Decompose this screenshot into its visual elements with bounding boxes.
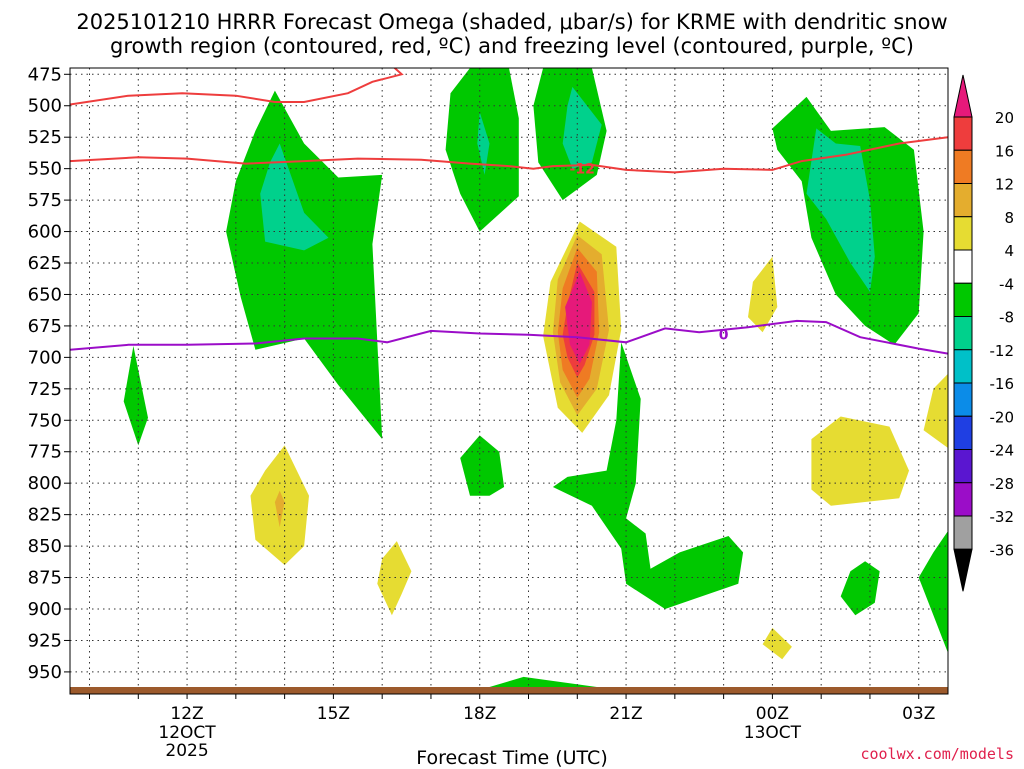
- yellow-blob-right-bottom: [762, 627, 792, 660]
- yellow-blob-right-mid: [811, 416, 909, 506]
- colorbar: 20 16 12 8 4 -4 -8 -12 -16 -20 -24 -28 -32 -36: [953, 74, 1015, 592]
- y-tick-label-550: 550: [28, 159, 62, 180]
- x-tick-label-15Z: 15Z: [317, 704, 350, 724]
- colorbar-label-7: -12: [990, 342, 1015, 360]
- y-tick-label-700: 700: [28, 347, 62, 368]
- green-blob-left-upper: [226, 90, 383, 440]
- plot-frame: [69, 67, 949, 695]
- colorbar-band-2: [953, 183, 973, 218]
- y-axis: 475 500 525 550 575 600 625 650 675 700 725 750 775 8…: [28, 64, 70, 683]
- y-tick-label-925: 925: [28, 630, 62, 651]
- y-tick-label-950: 950: [28, 662, 62, 683]
- yellow-blob-left-small: [377, 541, 412, 616]
- colorbar-band-4: [953, 249, 973, 284]
- x-tick-sub1-00Z: 13OCT: [744, 723, 802, 743]
- colorbar-band-12: [953, 515, 973, 550]
- contour-lines: -12 0: [70, 68, 948, 355]
- colorbar-band-7: [953, 349, 973, 384]
- y-tick-label-575: 575: [28, 190, 62, 211]
- y-tick-label-625: 625: [28, 253, 62, 274]
- x-tick-sub2-12Z: 2025: [165, 741, 208, 761]
- colorbar-label-2: 12: [995, 176, 1014, 194]
- colorbar-band-0: [953, 116, 973, 151]
- colorbar-band-6: [953, 316, 973, 351]
- x-tick-label-12Z: 12Z: [170, 704, 203, 724]
- colorbar-top-arrow: [953, 74, 973, 118]
- green-blob-bottom-center: [489, 676, 597, 687]
- y-tick-label-650: 650: [28, 284, 62, 305]
- colorbar-label-3: 8: [1004, 209, 1014, 227]
- y-tick-label-675: 675: [28, 316, 62, 337]
- colorbar-band-3: [953, 216, 973, 251]
- teal-blob-left-upper: [260, 143, 329, 251]
- x-tick-label-18Z: 18Z: [463, 704, 496, 724]
- teal-blob-center-top: [477, 112, 490, 175]
- y-tick-label-850: 850: [28, 536, 62, 557]
- green-blob-center-arm: [552, 342, 744, 609]
- freezing-level-contour: [70, 319, 948, 355]
- colorbar-label-0: 20: [995, 109, 1014, 127]
- y-tick-label-800: 800: [28, 473, 62, 494]
- x-tick-label-00Z: 00Z: [756, 704, 789, 724]
- dgz-top-contour: [70, 68, 404, 106]
- colorbar-label-1: 16: [995, 142, 1014, 160]
- colorbar-band-8: [953, 382, 973, 417]
- colorbar-band-11: [953, 482, 973, 517]
- colorbar-band-5: [953, 282, 973, 317]
- colorbar-label-9: -20: [990, 408, 1015, 426]
- dgz-bottom-contour-label: -12: [570, 162, 595, 178]
- y-tick-label-500: 500: [28, 96, 62, 117]
- green-blob-right-edge: [918, 531, 948, 653]
- yellow-blob-right-small1: [748, 256, 778, 333]
- freezing-level-contour-label: 0: [719, 328, 729, 344]
- colorbar-label-13: -36: [990, 541, 1015, 559]
- ground-strip: [70, 687, 948, 694]
- colorbar-label-8: -16: [990, 375, 1015, 393]
- x-tick-sub1-12Z: 12OCT: [158, 723, 216, 743]
- x-axis-label: Forecast Time (UTC): [416, 747, 608, 769]
- y-tick-label-475: 475: [28, 64, 62, 85]
- colorbar-band-9: [953, 415, 973, 450]
- colorbar-label-12: -32: [990, 508, 1015, 526]
- colorbar-label-4: 4: [1004, 242, 1014, 260]
- teal-blob-center-top2: [562, 86, 602, 169]
- shaded-regions: [123, 68, 948, 687]
- chart-title-line2: growth region (contoured, red, ºC) and f…: [110, 34, 914, 58]
- colorbar-band-1: [953, 149, 973, 184]
- colorbar-label-6: -8: [999, 309, 1014, 327]
- chart-title-line1: 2025101210 HRRR Forecast Omega (shaded, …: [76, 10, 948, 34]
- teal-blob-right-upper: [806, 128, 875, 292]
- colorbar-label-5: -4: [999, 275, 1014, 293]
- grid-lines: [70, 68, 948, 687]
- green-blob-left-lower: [123, 346, 148, 446]
- y-tick-label-750: 750: [28, 410, 62, 431]
- orange-dot-left: [274, 490, 285, 528]
- colorbar-label-10: -24: [990, 442, 1015, 460]
- y-tick-label-900: 900: [28, 599, 62, 620]
- x-tick-label-03Z: 03Z: [902, 704, 935, 724]
- y-tick-label-775: 775: [28, 442, 62, 463]
- yellow-blob-right-edge: [923, 373, 948, 448]
- colorbar-band-10: [953, 449, 973, 484]
- y-tick-label-825: 825: [28, 505, 62, 526]
- x-tick-label-21Z: 21Z: [609, 704, 642, 724]
- colorbar-bottom-arrow: [953, 548, 973, 592]
- colorbar-label-11: -28: [990, 475, 1015, 493]
- y-tick-label-600: 600: [28, 222, 62, 243]
- green-blob-center-mid: [460, 435, 505, 496]
- dgz-bottom-contour: [70, 136, 948, 174]
- y-tick-label-525: 525: [28, 127, 62, 148]
- y-tick-label-725: 725: [28, 379, 62, 400]
- y-tick-label-875: 875: [28, 568, 62, 589]
- credit-text: coolwx.com/models: [860, 745, 1014, 763]
- green-blob-right-small: [840, 561, 880, 616]
